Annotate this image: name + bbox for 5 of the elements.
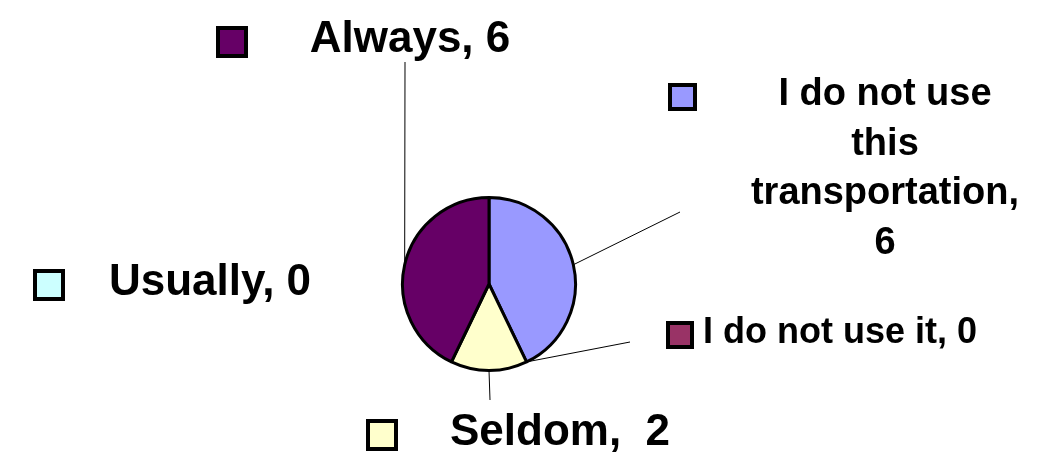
legend-label: Seldom, 2: [449, 405, 671, 455]
legend-label: I do not use it, 0: [702, 309, 978, 351]
legend-label: I do not use this transportation, 6: [750, 71, 1020, 262]
legend-label: Usually, 0: [108, 255, 312, 305]
legend-label: Always, 6: [309, 12, 511, 62]
